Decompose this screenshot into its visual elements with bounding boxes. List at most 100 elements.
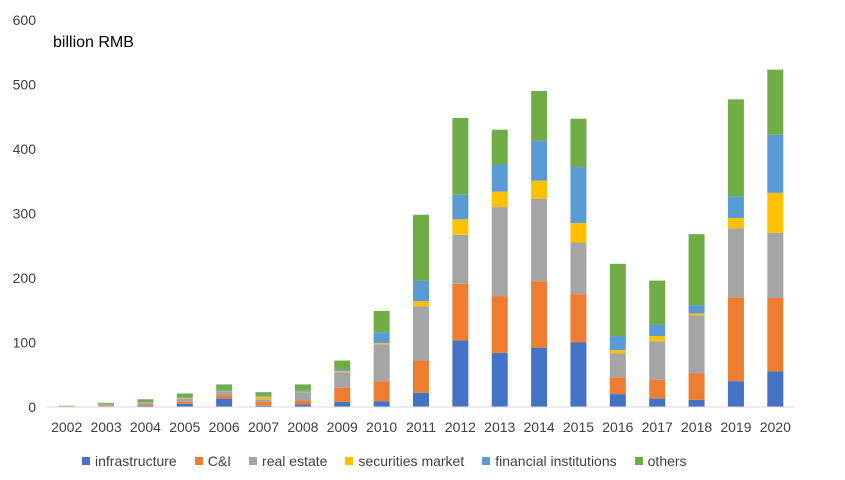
bar-segment-infrastructure-2019: [727, 381, 744, 407]
bar-segment-financial-institutions-2012: [452, 194, 469, 220]
bar-segment-infrastructure-2012: [452, 340, 469, 407]
bar-segment-financial-institutions-2014: [531, 140, 548, 181]
bar-segment-real-estate-2013: [491, 207, 508, 297]
bar-segment-others-2018: [688, 234, 705, 306]
bar-segment-financial-institutions-2019: [727, 196, 744, 219]
legend-item: securities market: [345, 453, 464, 469]
y-tick-label: 200: [13, 270, 37, 286]
x-tick-label: 2015: [563, 419, 594, 435]
legend-swatch: [82, 457, 90, 465]
bar-segment-c-i-2017: [649, 379, 666, 399]
y-tick-label: 0: [28, 399, 36, 415]
bar-segment-real-estate-2010: [373, 344, 390, 382]
bar-segment-real-estate-2020: [767, 232, 784, 298]
bar-segment-securities-market-2007: [255, 396, 272, 400]
bar-segment-others-2019: [727, 99, 744, 197]
bar-segment-others-2010: [373, 310, 390, 333]
bar-segment-c-i-2013: [491, 296, 508, 353]
bar-segment-infrastructure-2018: [688, 399, 705, 407]
bar-segment-financial-institutions-2004: [137, 401, 154, 403]
x-tick-label: 2014: [524, 419, 555, 435]
bar-segment-securities-market-2006: [216, 390, 233, 392]
bar-segment-others-2016: [609, 263, 626, 337]
x-tick-label: 2011: [406, 419, 436, 435]
bar-segment-c-i-2006: [216, 395, 233, 399]
bar-segment-others-2005: [176, 393, 193, 398]
bar-segment-others-2002: [58, 405, 75, 407]
legend: infrastructure C&I real estate securities m…: [82, 453, 705, 469]
bar-segment-others-2004: [137, 399, 154, 402]
legend-item: infrastructure: [82, 453, 177, 469]
bar-segment-others-2009: [334, 360, 351, 369]
legend-label: infrastructure: [95, 453, 177, 469]
x-tick-label: 2019: [720, 419, 751, 435]
bar-segment-c-i-2012: [452, 283, 469, 341]
bar-segment-c-i-2016: [609, 377, 626, 395]
bar-segment-others-2008: [294, 384, 311, 391]
bar-segment-financial-institutions-2020: [767, 134, 784, 193]
x-tick-label: 2017: [642, 419, 673, 435]
bar-segment-real-estate-2019: [727, 228, 744, 298]
bar-segment-financial-institutions-2013: [491, 164, 508, 192]
y-axis: 0 100 200 300 400 500 600: [13, 12, 37, 415]
bar-segment-securities-market-2015: [570, 223, 587, 243]
bar-segment-securities-market-2009: [334, 370, 351, 373]
bar-segment-real-estate-2003: [98, 404, 115, 406]
bar-segment-financial-institutions-2016: [609, 336, 626, 351]
legend-label: others: [647, 453, 687, 469]
bar-segment-c-i-2020: [767, 297, 784, 372]
x-tick-label: 2010: [366, 419, 397, 435]
x-tick-label: 2002: [51, 419, 82, 435]
bar-segment-c-i-2004: [137, 404, 154, 406]
legend-label: financial institutions: [495, 453, 617, 469]
bar-segment-others-2003: [98, 402, 115, 404]
y-tick-label: 600: [13, 12, 37, 28]
x-tick-label: 2009: [327, 419, 358, 435]
bar-segment-c-i-2009: [334, 387, 351, 402]
x-tick-label: 2006: [209, 419, 240, 435]
x-tick-label: 2007: [248, 419, 279, 435]
x-tick-label: 2016: [602, 419, 633, 435]
bar-segment-financial-institutions-2009: [334, 368, 351, 371]
legend-swatch: [482, 457, 491, 465]
bar-segment-financial-institutions-2015: [570, 167, 587, 224]
bar-segment-infrastructure-2008: [294, 404, 311, 407]
bar-segment-real-estate-2011: [413, 306, 429, 361]
bar-segment-securities-market-2003: [98, 404, 115, 405]
bar-segment-c-i-2005: [176, 401, 193, 404]
legend-label: real estate: [262, 453, 328, 469]
x-axis: 2002 2003 2004 2005 2006 2007 2008 2009 2010 2011…: [51, 419, 791, 435]
legend-item: financial institutions: [482, 453, 617, 469]
bar-segment-financial-institutions-2011: [413, 280, 429, 302]
bar-segment-infrastructure-2016: [609, 394, 626, 407]
bar-segment-others-2017: [649, 280, 666, 325]
legend-swatch: [634, 457, 643, 465]
bar-segment-financial-institutions-2018: [688, 305, 705, 314]
bar-segment-securities-market-2019: [727, 218, 744, 229]
legend-label: securities market: [358, 453, 465, 469]
legend-item: C&I: [194, 453, 231, 469]
bar-segment-real-estate-2009: [334, 372, 351, 388]
bar-segment-infrastructure-2006: [216, 398, 233, 407]
bar-segment-securities-market-2012: [452, 219, 469, 235]
bar-segment-c-i-2003: [98, 405, 115, 407]
bar-segment-others-2007: [255, 392, 272, 396]
bar-segment-infrastructure-2011: [413, 392, 429, 407]
bar-segment-infrastructure-2013: [491, 352, 508, 407]
legend-item: others: [634, 453, 687, 469]
bar-segment-financial-institutions-2010: [373, 332, 390, 344]
bar-segment-financial-institutions-2008: [294, 390, 311, 392]
bar-segment-infrastructure-2015: [570, 342, 587, 407]
x-tick-label: 2020: [760, 419, 791, 435]
legend-swatch: [194, 457, 203, 465]
y-tick-label: 300: [13, 206, 37, 222]
bar-segment-financial-institutions-2017: [649, 324, 666, 337]
bar-segment-others-2014: [531, 90, 548, 141]
bar-segment-c-i-2019: [727, 297, 744, 382]
bar-segment-c-i-2015: [570, 294, 587, 343]
unit-label: billion RMB: [53, 34, 134, 51]
bar-segment-real-estate-2014: [531, 198, 548, 282]
bar-segment-real-estate-2005: [176, 398, 193, 402]
legend-swatch: [249, 457, 258, 465]
bar-segment-infrastructure-2017: [649, 398, 666, 407]
